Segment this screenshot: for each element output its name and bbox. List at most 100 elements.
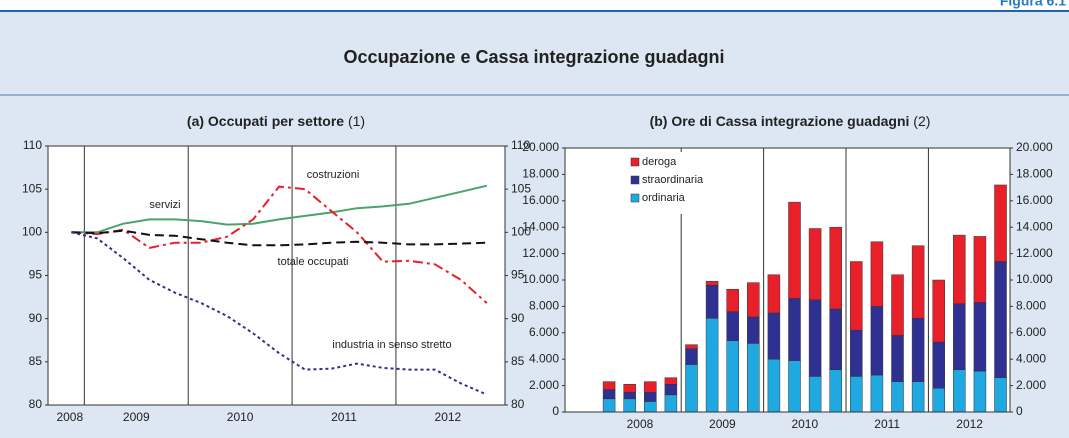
y2-tick-label: 18.000 — [1016, 167, 1053, 181]
bar-segment — [829, 226, 842, 310]
bar-segment — [891, 381, 904, 413]
bar-segment — [953, 369, 966, 413]
y-tick-label: 20.000 — [522, 140, 559, 154]
figure-label: Figura 6.1 — [1000, 0, 1066, 9]
plot-frame — [564, 147, 1011, 413]
bar-segment — [891, 274, 904, 336]
panel-title-note: (2) — [913, 113, 930, 129]
x-tick-label: 2008 — [627, 417, 654, 431]
y-tick-label: 6.000 — [529, 325, 559, 339]
bar-segment — [644, 391, 657, 402]
series-line — [71, 231, 488, 396]
bar-segment — [973, 370, 987, 413]
bar-segment — [602, 389, 616, 400]
bar-segment — [994, 377, 1007, 413]
series-label: costruzioni — [307, 169, 360, 181]
y-tick-label: 10.000 — [522, 272, 559, 286]
bar-segment — [932, 279, 945, 343]
bar-segment — [932, 387, 945, 413]
series-label: industria in senso stretto — [332, 339, 451, 351]
bar-segment — [623, 384, 636, 393]
y-tick-label: 8.000 — [529, 299, 559, 313]
bar-segment — [726, 311, 739, 341]
bar-segment — [664, 394, 678, 413]
top-margin — [0, 0, 1069, 10]
bar-segment — [788, 201, 801, 299]
bar-segment — [747, 316, 760, 344]
bar-segment — [994, 184, 1007, 262]
y2-tick-label: 20.000 — [1016, 140, 1053, 154]
legend-label: straordinaria — [642, 174, 704, 186]
bar-segment — [911, 381, 925, 413]
bar-segment — [850, 261, 863, 331]
bar-segment — [726, 288, 739, 312]
y2-tick-label: 16.000 — [1016, 193, 1053, 207]
panel-title: (b) Ore di Cassa integrazione guadagni (… — [650, 113, 931, 129]
bar-segment — [602, 381, 616, 390]
y2-tick-label: 14.000 — [1016, 219, 1053, 233]
bar-segment — [953, 303, 966, 371]
y-tick-label: 80 — [29, 397, 43, 411]
bar-segment — [870, 374, 884, 413]
y-tick-label: 0 — [552, 404, 559, 418]
bar-segment — [808, 376, 822, 413]
bar-segment — [664, 377, 678, 385]
bar-segment — [644, 381, 657, 393]
bar-segment — [664, 384, 678, 396]
x-tick-label: 2012 — [435, 410, 462, 424]
bar-segment — [850, 376, 863, 413]
y2-tick-label: 90 — [511, 311, 525, 325]
x-tick-label: 2009 — [123, 410, 150, 424]
y-tick-label: 85 — [29, 354, 43, 368]
y-tick-label: 105 — [22, 181, 42, 195]
bar-segment — [891, 335, 904, 382]
y2-tick-label: 100 — [511, 225, 531, 239]
y2-tick-label: 110 — [511, 138, 530, 152]
bar-segment — [911, 245, 925, 319]
series-label: totale occupati — [278, 256, 349, 268]
bar-segment — [623, 391, 636, 400]
y2-tick-label: 105 — [511, 181, 531, 195]
bar-segment — [788, 298, 801, 361]
legend-label: ordinaria — [642, 192, 686, 204]
bar-segment — [767, 312, 781, 360]
x-tick-label: 2009 — [709, 417, 736, 431]
bar-segment — [767, 358, 781, 413]
y2-tick-label: 85 — [511, 354, 525, 368]
bar-segment — [747, 343, 760, 413]
bar-segment — [705, 281, 719, 286]
bar-segment — [685, 364, 698, 413]
bar-segment — [767, 274, 781, 314]
bar-segment — [870, 241, 884, 307]
bar-segment — [747, 282, 760, 318]
x-tick-label: 2010 — [227, 410, 254, 424]
y2-tick-label: 0 — [1016, 404, 1023, 418]
bar-segment — [994, 261, 1007, 378]
bar-segment — [973, 236, 987, 303]
bar-segment — [644, 401, 657, 413]
bar-segment — [850, 329, 863, 377]
bar-segment — [602, 398, 616, 413]
y2-tick-label: 12.000 — [1016, 246, 1053, 260]
plot-frame — [47, 145, 506, 406]
bar-segment — [808, 299, 822, 377]
series-label: servizi — [149, 199, 180, 211]
y2-tick-label: 2.000 — [1016, 378, 1046, 392]
bar-segment — [685, 348, 698, 365]
bar-segment — [685, 344, 698, 349]
y-tick-label: 18.000 — [522, 167, 559, 181]
legend-swatch — [630, 157, 640, 167]
y-tick-label: 95 — [29, 268, 43, 282]
x-tick-label: 2011 — [874, 417, 900, 431]
panel-title: (a) Occupati per settore (1) — [187, 113, 365, 129]
x-tick-label: 2011 — [331, 410, 357, 424]
y-tick-label: 16.000 — [522, 193, 559, 207]
legend-swatch — [630, 175, 640, 185]
panel-title-note: (1) — [348, 113, 365, 129]
plot-area — [48, 146, 505, 405]
y-tick-label: 2.000 — [529, 378, 559, 392]
panel-title-main: (a) Occupati per settore — [187, 113, 344, 129]
bar-segment — [973, 302, 987, 372]
y-tick-label: 14.000 — [522, 219, 559, 233]
y-tick-label: 12.000 — [522, 246, 559, 260]
